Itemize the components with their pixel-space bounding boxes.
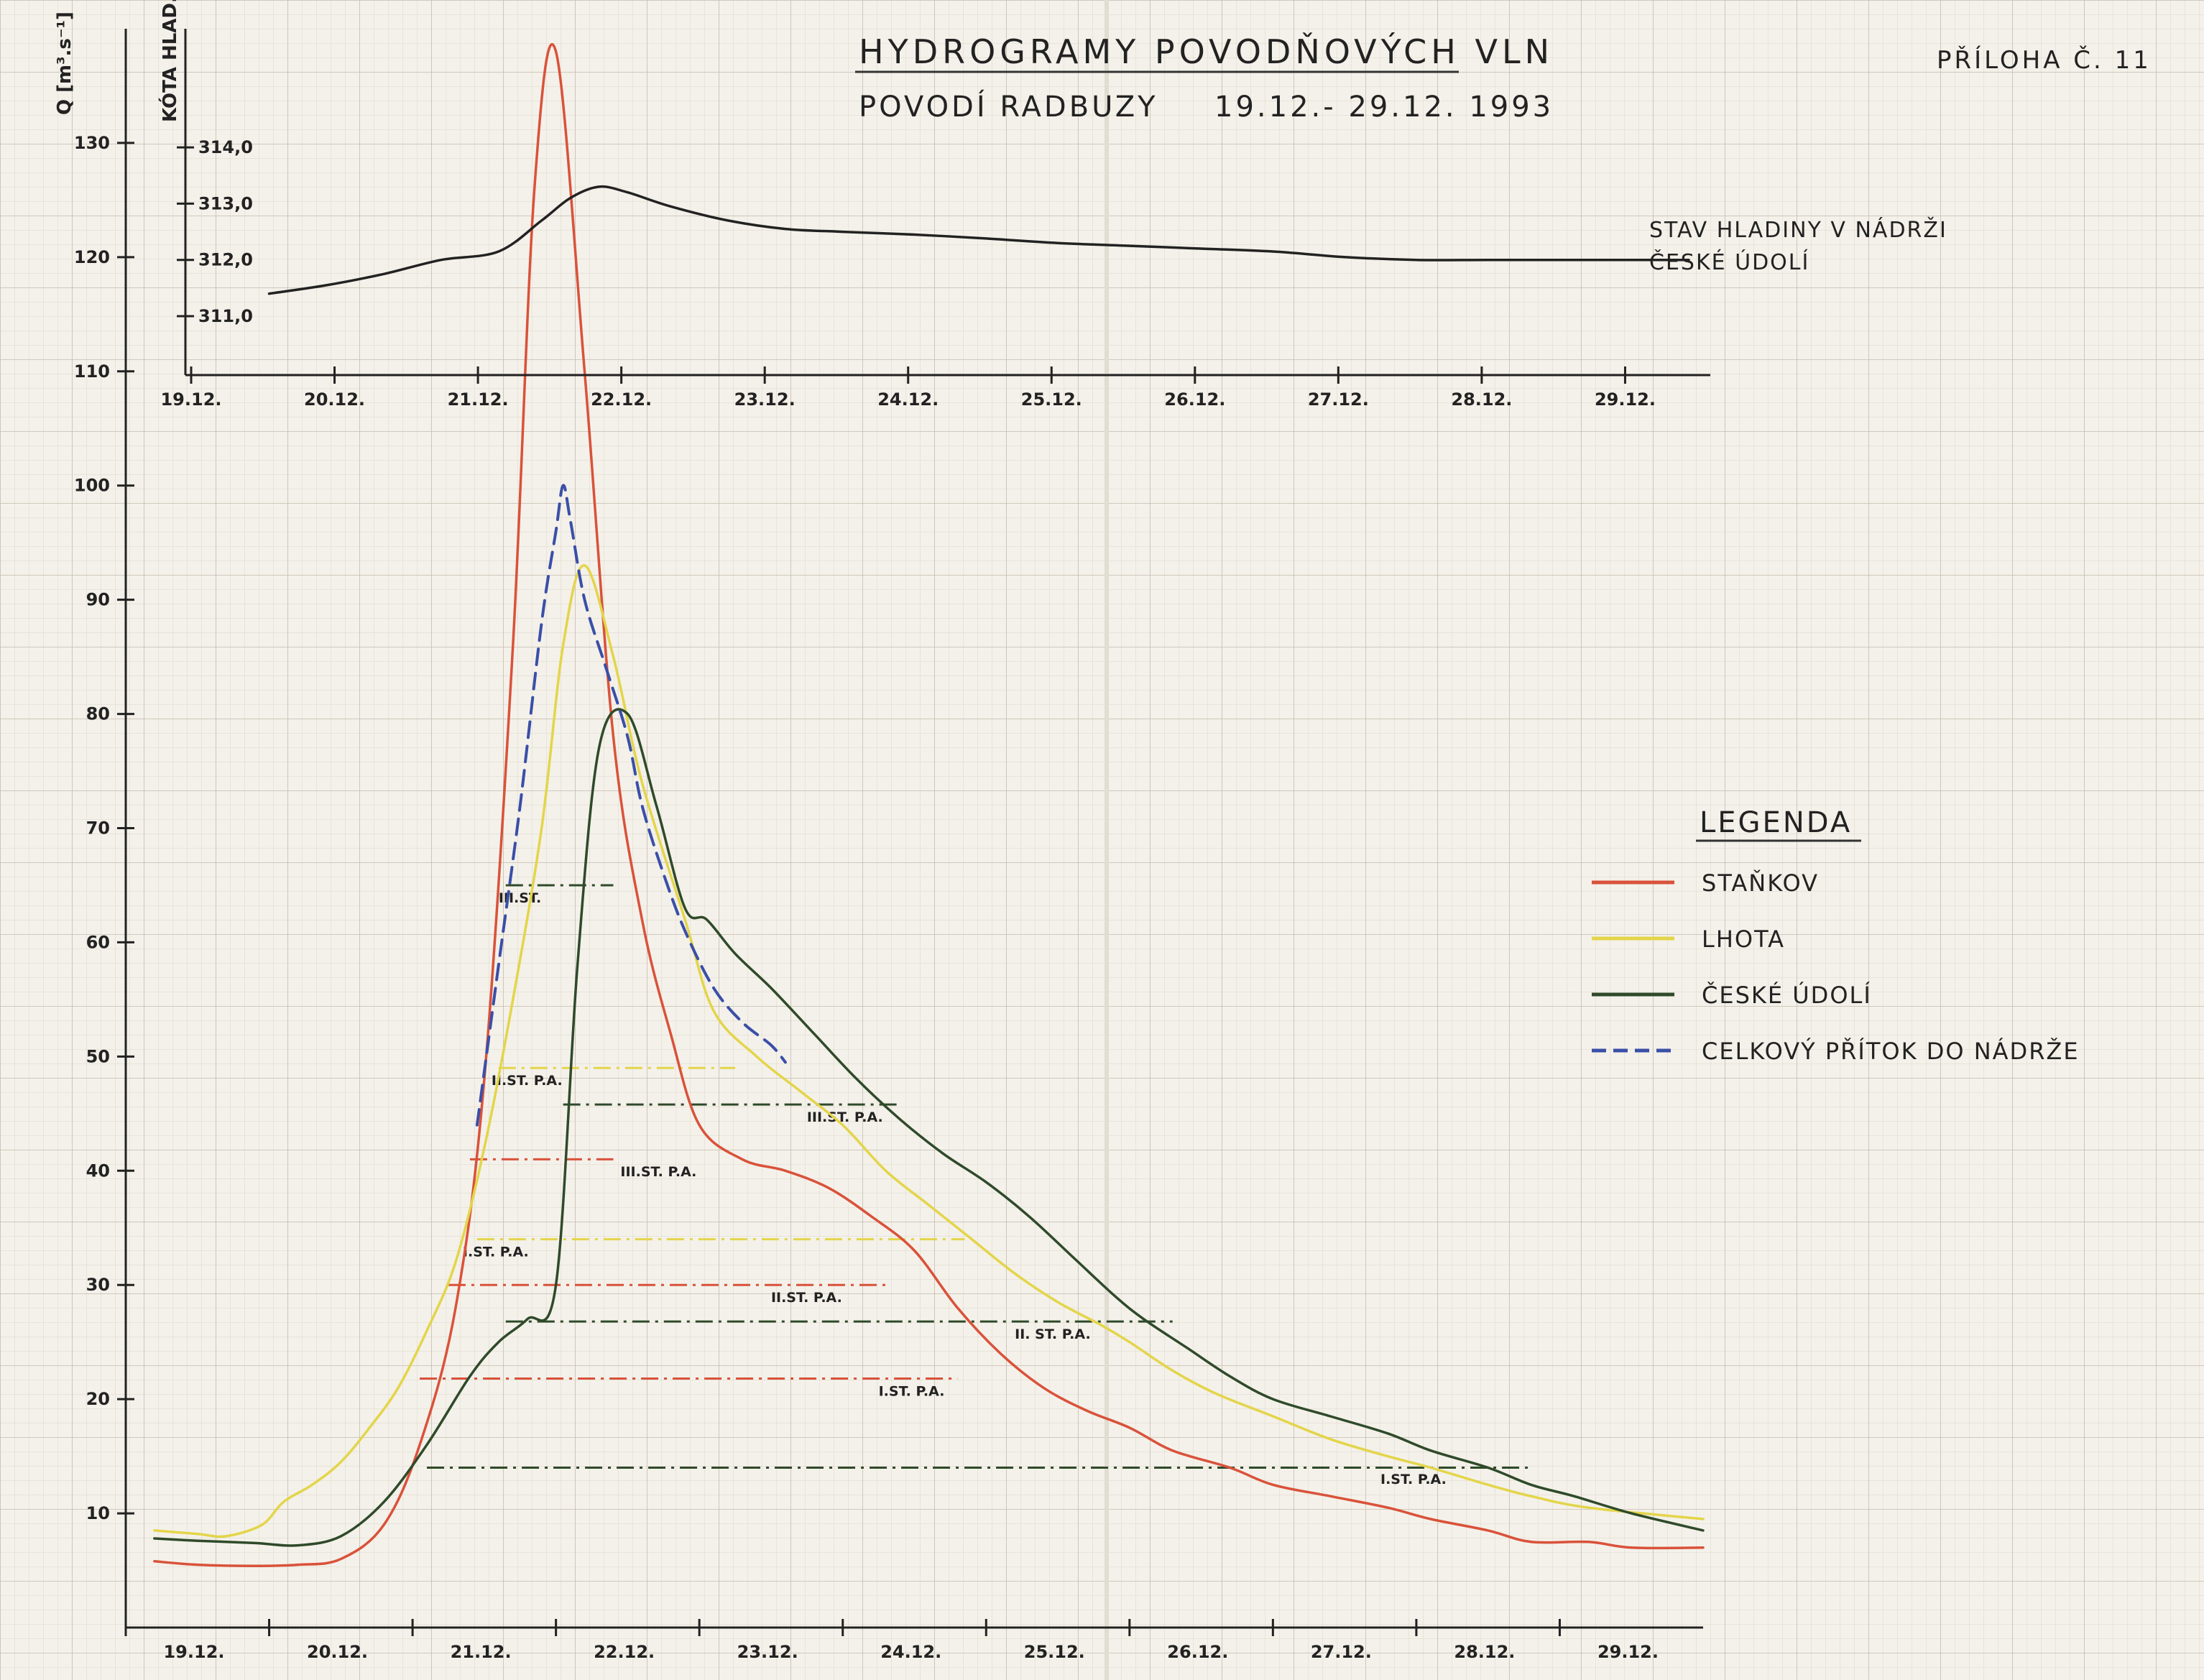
chart-date-range: 19.12.- 29.12. 1993	[1214, 91, 1554, 124]
flood-stage-label: III.ST. P.A.	[620, 1164, 696, 1180]
chart-subtitle: POVODÍ RADBUZY	[859, 89, 1158, 124]
discharge-y-ticks: 10 20 30 40 50 60 70 80 90 100 110 120 130	[74, 133, 134, 1523]
legend-item-label: LHOTA	[1702, 926, 1785, 953]
water-level-chart: KÓTA HLAD. [m.n.m.] 311,0 312,0 313,0 314,0…	[158, 0, 1947, 410]
water-level-y-tick-label: 311,0	[198, 306, 253, 326]
flood-stage-label: II.ST. P.A.	[492, 1073, 563, 1089]
discharge-series	[153, 42, 1705, 1567]
discharge-y-tick-label: 20	[86, 1389, 110, 1409]
water-level-label-line-1: STAV HLADINY V NÁDRŽI	[1649, 217, 1947, 243]
flood-stage-label: II. ST. P.A.	[1015, 1326, 1091, 1342]
flood-stage-label: II.ST. P.A.	[771, 1290, 842, 1306]
legend-item-label: STAŇKOV	[1702, 869, 1819, 897]
water-level-x-tick-label: 25.12.	[1021, 389, 1082, 410]
chart-title: HYDROGRAMY POVODŇOVÝCH VLN	[859, 32, 1554, 71]
discharge-y-tick-label: 130	[74, 133, 110, 153]
appendix-label: PŘÍLOHA Č. 11	[1937, 45, 2152, 75]
discharge-x-tick-label: 25.12.	[1024, 1642, 1085, 1662]
discharge-y-tick-label: 60	[86, 932, 110, 952]
discharge-x-ticks: 19.12. 20.12. 21.12. 22.12. 23.12. 24.12. 25.1…	[124, 1619, 1659, 1662]
discharge-y-label: Q [m³.s⁻¹]	[54, 11, 75, 115]
discharge-series-line-1	[153, 564, 1705, 1538]
water-level-series-line-0	[267, 185, 1690, 295]
flood-stage-label: I.ST. P.A.	[879, 1383, 945, 1399]
discharge-y-tick-label: 30	[86, 1275, 110, 1295]
water-level-x-tick-label: 21.12.	[448, 389, 509, 410]
water-level-y-label: KÓTA HLAD. [m.n.m.]	[158, 0, 181, 122]
water-level-x-tick-label: 23.12.	[734, 389, 796, 410]
discharge-series-line-2	[153, 708, 1705, 1547]
discharge-chart: Q [m³.s⁻¹] 10 20 30 40 50 60 70 80 90 100 110 120 13…	[54, 11, 1705, 1662]
water-level-x-tick-label: 24.12.	[877, 389, 939, 410]
discharge-x-tick-label: 28.12.	[1454, 1642, 1515, 1662]
discharge-y-tick-label: 10	[86, 1503, 110, 1523]
water-level-x-tick-label: 20.12.	[304, 389, 365, 410]
discharge-y-tick-label: 80	[86, 704, 110, 724]
discharge-x-tick-label: 20.12.	[307, 1642, 368, 1662]
water-level-x-tick-label: 28.12.	[1451, 389, 1512, 410]
discharge-y-tick-label: 120	[74, 247, 110, 267]
water-level-x-tick-label: 19.12.	[160, 389, 221, 410]
legend-title: LEGENDA	[1700, 806, 1852, 839]
flood-stage-label: I.ST. P.A.	[1380, 1472, 1447, 1487]
flood-stage-label: III.ST. P.A.	[807, 1109, 883, 1125]
discharge-x-tick-label: 29.12.	[1597, 1642, 1659, 1662]
water-level-x-tick-label: 22.12.	[591, 389, 652, 410]
water-level-y-ticks: 311,0 312,0 313,0 314,0	[177, 137, 253, 326]
discharge-series-line-0	[153, 42, 1705, 1567]
water-level-series	[267, 185, 1690, 295]
discharge-x-tick-label: 23.12.	[737, 1642, 798, 1662]
legend-item-label: ČESKÉ ÚDOLÍ	[1702, 981, 1872, 1009]
discharge-x-tick-label: 24.12.	[880, 1642, 941, 1662]
discharge-x-tick-label: 27.12.	[1311, 1642, 1372, 1662]
discharge-series-line-3	[475, 484, 787, 1127]
discharge-y-tick-label: 50	[86, 1046, 110, 1066]
water-level-x-tick-label: 29.12.	[1595, 389, 1656, 410]
legend-item-label: CELKOVÝ PŘÍTOK DO NÁDRŽE	[1702, 1038, 2080, 1065]
water-level-x-tick-label: 27.12.	[1308, 389, 1369, 410]
water-level-x-ticks: 19.12. 20.12. 21.12. 22.12. 23.12. 24.12. 25.1…	[160, 366, 1656, 410]
water-level-y-tick-label: 312,0	[198, 250, 253, 270]
discharge-y-tick-label: 100	[74, 476, 110, 496]
discharge-y-tick-label: 110	[74, 361, 110, 382]
discharge-y-tick-label: 90	[86, 590, 110, 610]
water-level-label-line-2: ČESKÉ ÚDOLÍ	[1649, 249, 1809, 275]
water-level-x-tick-label: 26.12.	[1164, 389, 1225, 410]
discharge-x-tick-label: 26.12.	[1167, 1642, 1228, 1662]
water-level-y-tick-label: 314,0	[198, 137, 253, 157]
flood-stage-label: III.ST.	[499, 890, 541, 906]
legend: LEGENDA STAŇKOV LHOTA ČESKÉ ÚDOLÍ CELKOVÝ P…	[1592, 806, 2080, 1065]
flood-stage-label: I.ST. P.A.	[463, 1244, 529, 1260]
water-level-y-tick-label: 313,0	[198, 193, 253, 213]
discharge-x-tick-label: 21.12.	[451, 1642, 512, 1662]
discharge-x-tick-label: 22.12.	[594, 1642, 655, 1662]
discharge-y-tick-label: 40	[86, 1160, 110, 1181]
discharge-y-tick-label: 70	[86, 818, 110, 839]
legend-items: STAŇKOV LHOTA ČESKÉ ÚDOLÍ CELKOVÝ PŘÍTOK DO…	[1592, 869, 2080, 1065]
discharge-x-tick-label: 19.12.	[163, 1642, 224, 1662]
